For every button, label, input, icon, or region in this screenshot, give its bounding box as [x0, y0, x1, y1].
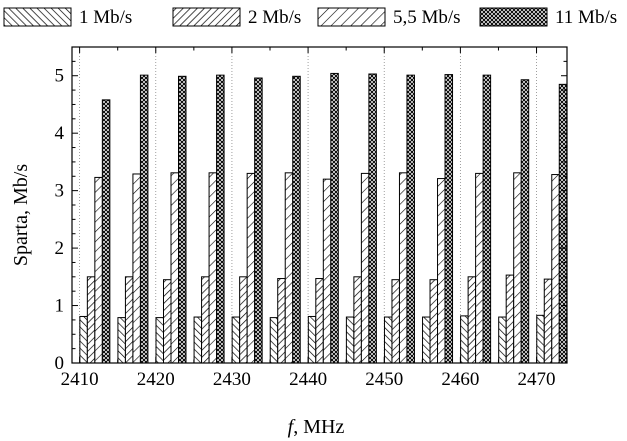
bar-4-2417 — [139, 74, 149, 364]
bar-1-2422 — [155, 317, 164, 364]
legend-label-3: 5,5 Mb/s — [393, 7, 461, 28]
y-tick-label: 1 — [55, 296, 65, 317]
legend: 1 Mb/s 2 Mb/s 5,5 Mb/s 11 Mb/s — [3, 7, 617, 28]
bar-1-2427 — [193, 316, 203, 364]
bar-1-2442 — [307, 315, 317, 364]
x-tick-label: 2450 — [365, 369, 403, 390]
bar-3-2472 — [551, 174, 560, 364]
bar-3-2422 — [170, 172, 179, 364]
bar-3-2467 — [513, 172, 522, 364]
legend-label-2: 2 Mb/s — [248, 7, 301, 28]
x-tick-label: 2420 — [137, 369, 175, 390]
bar-4-2412 — [101, 99, 111, 364]
legend-label-1: 1 Mb/s — [79, 7, 132, 28]
bar-4-2457 — [444, 74, 454, 364]
y-tick-label: 3 — [55, 181, 65, 202]
legend-label-4: 11 Mb/s — [555, 7, 617, 28]
bar-4-2442 — [330, 72, 339, 364]
bar-4-2467 — [520, 79, 530, 364]
bar-4-2452 — [406, 74, 415, 364]
bar-2-2432 — [239, 276, 248, 364]
bar-1-2472 — [536, 314, 545, 364]
bar-4-2447 — [368, 73, 377, 364]
legend-swatch-4 — [479, 7, 548, 27]
bar-2-2462 — [467, 276, 477, 364]
y-tick-label: 4 — [55, 123, 65, 144]
bar-3-2432 — [246, 172, 256, 364]
bar-2-2417 — [124, 276, 134, 364]
bar-2-2447 — [353, 276, 362, 364]
bar-1-2412 — [79, 315, 88, 364]
x-axis-title-var: f — [288, 416, 296, 438]
bar-2-2422 — [163, 279, 172, 364]
x-tick-label: 2460 — [441, 369, 479, 390]
bar-1-2432 — [231, 316, 241, 364]
x-tick-label: 2470 — [518, 369, 556, 390]
y-tick-label: 2 — [55, 238, 65, 259]
bar-3-2447 — [360, 172, 370, 364]
bar-3-2452 — [398, 172, 408, 364]
bar-2-2467 — [505, 274, 515, 364]
bar-1-2452 — [383, 316, 393, 364]
bar-2-2427 — [201, 276, 210, 364]
bar-1-2417 — [117, 317, 126, 364]
bar-2-2472 — [543, 278, 553, 364]
y-tick-label: 0 — [55, 353, 65, 374]
bar-4-2422 — [178, 75, 187, 364]
bar-2-2412 — [86, 276, 96, 364]
bar-3-2462 — [475, 172, 484, 364]
y-tick-label: 5 — [55, 66, 65, 87]
bar-4-2432 — [254, 77, 263, 364]
bar-1-2457 — [422, 316, 431, 364]
x-tick-label: 2430 — [213, 369, 251, 390]
bar-2-2442 — [315, 278, 324, 364]
x-axis-title-unit: , MHz — [293, 416, 344, 438]
legend-swatch-1 — [3, 7, 72, 27]
legend-swatch-3 — [317, 7, 386, 27]
x-axis-title: f, MHz — [288, 416, 345, 438]
bar-4-2472 — [558, 83, 568, 364]
bar-2-2457 — [429, 279, 439, 364]
bar-3-2442 — [322, 178, 332, 364]
bar-2-2452 — [391, 279, 400, 364]
bar-1-2437 — [269, 317, 279, 364]
bar-4-2437 — [292, 75, 301, 364]
bar-3-2417 — [132, 173, 141, 364]
bar-3-2427 — [208, 172, 218, 364]
bar-1-2467 — [498, 316, 507, 364]
x-tick-label: 2410 — [61, 369, 99, 390]
y-axis-title: Sparta, Mb/s — [10, 164, 32, 266]
ticks: 2410 2420 2430 2440 2450 2460 2470 0 1 2 3 4 5 — [55, 46, 567, 390]
legend-swatch-2 — [172, 7, 241, 27]
bar-2-2437 — [277, 278, 286, 364]
x-tick-label: 2440 — [289, 369, 327, 390]
bar-4-2427 — [216, 74, 225, 364]
bar-4-2462 — [482, 74, 492, 364]
bar-1-2447 — [345, 316, 355, 364]
bar-1-2462 — [460, 315, 469, 364]
bar-3-2437 — [284, 172, 294, 364]
bar-3-2457 — [437, 178, 446, 364]
bars — [79, 72, 568, 364]
bar-3-2412 — [94, 176, 103, 364]
